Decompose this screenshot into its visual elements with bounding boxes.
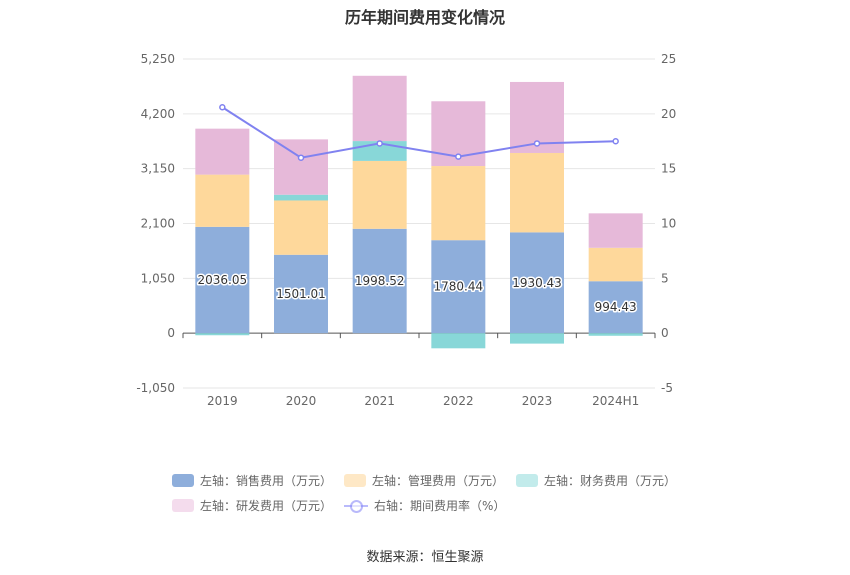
bar-data-label-halo: 1998.52: [355, 274, 405, 288]
bar-segment-s1-2019: [195, 174, 250, 227]
bar-segment-s2-2020: [274, 194, 328, 201]
bar-segment-s0-2021: [352, 228, 407, 334]
rate-point-2021: [376, 140, 383, 147]
right-axis-tick-label: 20: [661, 107, 676, 121]
legend-label-sales: 左轴：销售费用（万元）: [200, 474, 333, 488]
bar-data-label: 1930.43: [512, 276, 562, 290]
left-axis-tick-label: 4,200: [141, 107, 175, 121]
bar-segment-s2-2024H1: [588, 333, 643, 336]
bar-segment-s1-2023: [510, 152, 564, 233]
bar-data-label-halo: 994.43: [595, 300, 637, 314]
chart-title: 历年期间费用变化情况: [344, 8, 505, 27]
bar-segment-s0-2019: [195, 226, 250, 334]
chart-plot: 5,250 25 4,200 20 3,150 15 2,100 10 1,050 5 0 0 -1,0…: [136, 52, 676, 408]
bar-segment-s0-2020: [274, 254, 328, 334]
bar-data-label: 1998.52: [355, 274, 405, 288]
rate-point-2020: [297, 154, 305, 161]
bar-data-label: 2036.05: [198, 273, 248, 287]
bar-segment-s3-2019: [195, 128, 250, 175]
rate-line-path: [221, 106, 616, 159]
bar-segment-s0-2023: [510, 232, 564, 334]
bar-segment-s0-2022: [431, 240, 486, 334]
data-source: 数据来源：恒生聚源: [366, 550, 484, 565]
bar-segment-s0-2024H1: [588, 281, 643, 334]
bar-segment-s2-2023: [510, 333, 564, 344]
rate-line: [219, 104, 619, 161]
x-axis-category-label: 2024H1: [592, 394, 639, 408]
bar-data-label-halo: 1780.44: [434, 280, 484, 294]
bar-segment-s1-2021: [352, 160, 407, 229]
rate-point-2023: [533, 140, 541, 147]
right-axis-tick-label: 15: [661, 162, 676, 176]
gridlines: [182, 58, 656, 389]
bar-segment-s1-2024H1: [588, 247, 643, 282]
left-axis-tick-label: -1,050: [136, 381, 175, 395]
axis-labels: 5,250 25 4,200 20 3,150 15 2,100 10 1,050 5 0 0 -1,0…: [136, 52, 676, 408]
bar-data-label: 1780.44: [434, 280, 484, 294]
x-axis-category-label: 2021: [364, 394, 395, 408]
bar-segment-s3-2020: [274, 139, 328, 195]
right-axis-tick-label: 25: [661, 52, 676, 66]
legend-item-rate[interactable]: 右轴：期间费用率（%）: [344, 497, 505, 514]
right-axis-tick-label: 5: [661, 271, 669, 285]
bar-labels: 2036.052036.051501.011501.011998.521998.…: [196, 272, 638, 316]
bar-segment-s1-2020: [274, 200, 328, 255]
left-axis-tick-label: 2,100: [141, 217, 175, 231]
legend-item-admin[interactable]: 左轴：管理费用（万元）: [344, 472, 504, 489]
legend-label-finance: 左轴：财务费用（万元）: [544, 474, 677, 488]
bar-segment-s2-2019: [195, 333, 250, 336]
bar-segment-s1-2022: [431, 166, 486, 241]
x-axis-category-label: 2023: [522, 394, 553, 408]
rate-point-2019: [219, 104, 226, 111]
left-axis-tick-label: 3,150: [141, 162, 175, 176]
left-axis-tick-label: 0: [167, 326, 175, 340]
bar-data-label-halo: 1930.43: [512, 276, 562, 290]
legend-item-sales[interactable]: 左轴：销售费用（万元）: [172, 472, 332, 489]
bar-segment-s3-2021: [352, 75, 407, 142]
bar-data-label-halo: 1501.01: [276, 287, 326, 301]
x-axis-category-label: 2019: [207, 394, 238, 408]
bar-data-label: 1501.01: [276, 287, 326, 301]
right-axis-tick-label: -5: [661, 381, 673, 395]
right-axis-tick-label: 10: [661, 217, 676, 231]
bar-data-label: 994.43: [595, 300, 637, 314]
left-axis-tick-label: 1,050: [141, 271, 175, 285]
legend-item-finance[interactable]: 左轴：财务费用（万元）: [516, 472, 676, 489]
legend-swatch-admin: [344, 474, 366, 487]
right-axis-tick-label: 0: [661, 326, 669, 340]
legend-swatch-rate: [344, 499, 368, 513]
bars: [195, 75, 643, 349]
bar-data-label-halo: 2036.05: [198, 273, 248, 287]
x-axis-category-label: 2022: [443, 394, 474, 408]
rate-point-2022: [455, 153, 462, 160]
legend-swatch-sales: [172, 474, 194, 487]
legend-swatch-rd: [172, 499, 194, 512]
legend-item-rd[interactable]: 左轴：研发费用（万元）: [172, 497, 332, 514]
x-axis-category-label: 2020: [286, 394, 317, 408]
left-axis-tick-label: 5,250: [141, 52, 175, 66]
bar-segment-s2-2022: [431, 333, 486, 349]
legend-label-admin: 左轴：管理费用（万元）: [372, 474, 505, 488]
legend-label-rd: 左轴：研发费用（万元）: [200, 499, 333, 513]
legend-swatch-finance: [516, 474, 538, 487]
legend-label-rate: 右轴：期间费用率（%）: [374, 499, 506, 513]
rate-point-2024H1: [612, 138, 619, 145]
bar-segment-s3-2024H1: [588, 213, 643, 248]
